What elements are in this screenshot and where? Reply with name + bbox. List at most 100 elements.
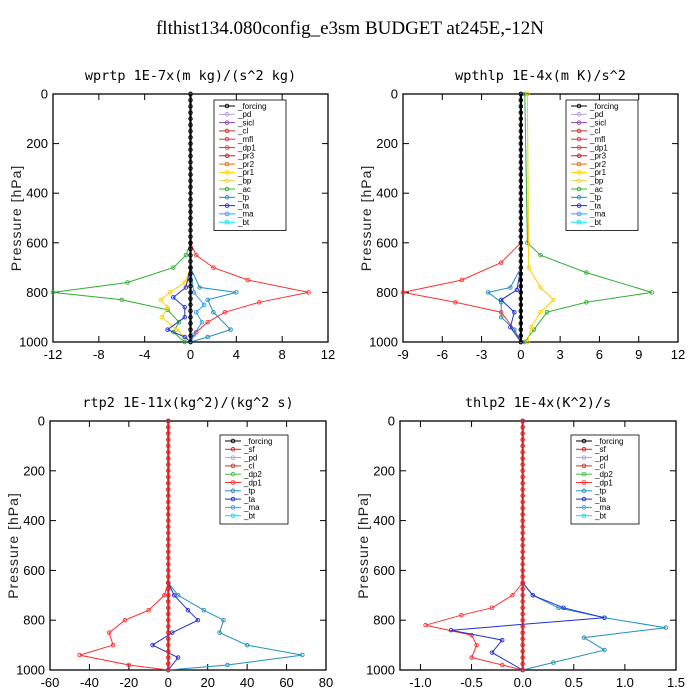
data-point (150, 642, 155, 648)
data-point (166, 437, 171, 442)
legend-marker (230, 480, 236, 485)
data-point (188, 91, 193, 97)
legend-marker (576, 195, 582, 200)
data-point (188, 159, 193, 165)
legend-label: _pd (594, 453, 608, 462)
data-point (459, 277, 465, 283)
legend-marker (576, 170, 582, 175)
series-line-dp1 (402, 94, 522, 343)
legend-label: _cl (594, 462, 605, 471)
data-point (50, 290, 56, 295)
data-point (257, 300, 262, 305)
data-point (518, 302, 524, 308)
x-tick-label: 1.5 (667, 675, 685, 690)
chart-wpthlp: wpthlp 1E-4x(m K)/s^2 Pressure [hPa] -9 -6 -… (358, 68, 685, 362)
data-point (499, 637, 505, 643)
data-point (520, 649, 525, 654)
legend-marker (581, 438, 587, 444)
data-point (166, 624, 171, 629)
data-point (166, 568, 171, 573)
legend-marker (224, 161, 230, 167)
legend-label: _forcing (589, 102, 618, 111)
data-point (171, 329, 176, 335)
page-title: flthist134.080config_e3sm BUDGET at245E,… (155, 18, 545, 39)
data-point (520, 499, 525, 505)
data-point (520, 561, 525, 567)
y-tick-label: 0 (388, 414, 395, 429)
data-point (188, 271, 193, 277)
data-point (489, 650, 495, 655)
legend-label: _ta (594, 495, 607, 504)
data-point (520, 543, 525, 548)
legend-marker (230, 513, 236, 518)
data-point (125, 280, 130, 285)
legend-marker (224, 178, 230, 183)
legend-label: _dp2 (243, 470, 262, 479)
data-point (520, 505, 525, 511)
legend-marker (230, 438, 236, 444)
legend-marker (224, 145, 230, 150)
data-point (518, 91, 524, 97)
data-point (188, 97, 193, 103)
data-point (561, 605, 566, 610)
data-point (188, 228, 193, 233)
data-point (188, 166, 193, 171)
y-tick-label: 400 (376, 186, 398, 201)
y-tick-label: 800 (373, 613, 395, 628)
legend-marker (576, 136, 582, 142)
legend-label: _bt (243, 512, 256, 521)
data-point (166, 537, 171, 542)
data-point (498, 260, 504, 265)
y-tick-label: 800 (376, 285, 398, 300)
x-tick-label: 20 (200, 675, 214, 690)
y-tick-label: 400 (23, 513, 45, 528)
data-point (518, 184, 524, 190)
data-point (188, 321, 193, 326)
data-point (518, 197, 524, 202)
y-tick-label: 600 (376, 235, 398, 250)
x-tick-label: 0.0 (514, 675, 532, 690)
data-point (188, 283, 193, 289)
data-point (201, 607, 207, 613)
data-point (225, 662, 230, 668)
data-point (159, 314, 165, 320)
data-point (520, 617, 525, 623)
data-point (166, 443, 171, 449)
data-point (166, 561, 171, 567)
x-tick-label: 80 (319, 675, 333, 690)
data-point (188, 259, 193, 264)
y-tick-label: 600 (23, 563, 45, 578)
data-point (520, 487, 525, 492)
data-point (166, 424, 171, 430)
data-point (538, 285, 543, 290)
data-point (166, 456, 171, 461)
data-point (188, 302, 193, 308)
data-point (520, 518, 525, 523)
legend-label: _tp (589, 193, 602, 202)
legend-marker (576, 145, 582, 150)
legend-label: _sf (243, 445, 255, 454)
data-point (182, 314, 188, 320)
data-point (188, 308, 193, 314)
y-axis-label: Pressure [hPa] (358, 165, 374, 272)
data-point (197, 285, 202, 290)
x-tick-label: -3 (476, 347, 488, 362)
data-point (205, 319, 210, 325)
legend-label: _ac (237, 185, 251, 194)
data-point (166, 524, 171, 530)
chart-title: thlp2 1E-4x(K^2)/s (465, 395, 611, 411)
series-line-ta (451, 421, 605, 671)
data-point (518, 259, 524, 264)
legend-label: _cl (589, 127, 600, 136)
data-point (166, 661, 171, 667)
data-point (188, 141, 193, 146)
data-point (520, 549, 525, 554)
legend-label: _bp (237, 177, 252, 186)
data-point (525, 91, 530, 97)
data-point (518, 283, 524, 289)
legend-label: _pr2 (589, 160, 607, 169)
legend-marker (576, 203, 582, 208)
data-point (518, 271, 524, 277)
x-tick-label: 6 (596, 347, 603, 362)
data-point (485, 290, 491, 295)
